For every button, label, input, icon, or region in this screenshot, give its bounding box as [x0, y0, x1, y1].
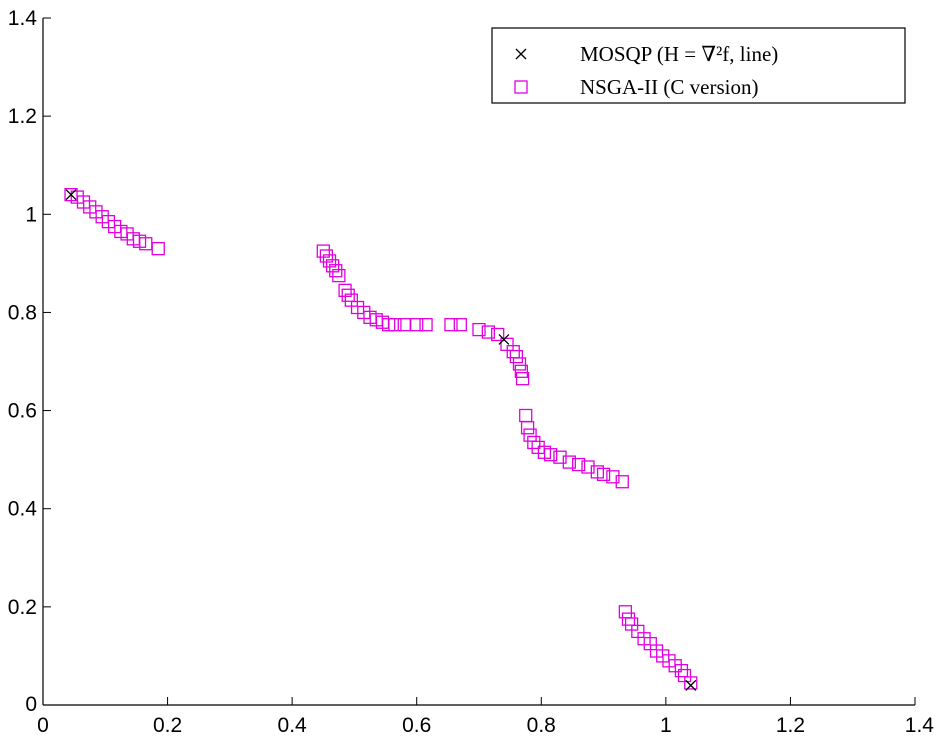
- mosqp-point: [498, 333, 510, 345]
- nsga-point: [520, 421, 535, 435]
- x-marker-stroke: [685, 679, 697, 691]
- x-tick-label: 0.4: [278, 714, 308, 737]
- nsga-point: [512, 357, 527, 371]
- nsga-point: [332, 268, 346, 283]
- nsga-point: [596, 467, 611, 482]
- legend-marker-mosqp: [515, 48, 527, 60]
- mosqp-point: [65, 189, 77, 201]
- legend: MOSQP (H = ∇²f, line) NSGA-II (C version…: [491, 27, 906, 104]
- y-tick-label: 0.4: [8, 498, 38, 521]
- nsga-point: [615, 475, 629, 489]
- legend-box: [491, 27, 906, 104]
- nsga-point: [621, 612, 636, 626]
- axes-layer: 0 0.2 0.4 0.6 0.8 1 1.2 1.4 0 0.2 0.4 0.6 0.8 1 1.2 1.4: [8, 7, 935, 737]
- x-marker-stroke: [65, 189, 77, 201]
- nsga-point: [674, 664, 689, 678]
- nsga-point: [481, 325, 495, 339]
- y-tick-label: 0.6: [8, 400, 37, 423]
- nsga-point: [410, 318, 424, 332]
- nsga-point: [329, 264, 343, 278]
- x-tick-label: 1: [660, 714, 672, 737]
- y-tick-label: 0.2: [8, 596, 37, 619]
- nsga-point: [543, 448, 558, 462]
- legend-square-marker: [514, 80, 528, 94]
- x-marker-stroke: [498, 333, 510, 345]
- nsga-point: [581, 460, 595, 474]
- y-tick-label: 1.4: [8, 7, 38, 30]
- nsga-point: [419, 318, 433, 332]
- x-tick-label: 0: [37, 714, 49, 737]
- nsga-point: [491, 327, 505, 342]
- y-tick-label: 1: [25, 203, 37, 226]
- nsga-point: [527, 435, 541, 450]
- nsga-point: [509, 349, 524, 364]
- nsga-point: [523, 428, 537, 442]
- y-tick-label: 0.8: [8, 301, 37, 324]
- nsga-point: [472, 322, 486, 337]
- mosqp-point: [685, 679, 697, 691]
- y-tick-label: 1.2: [8, 105, 37, 128]
- nsga-point: [151, 241, 165, 256]
- nsga-point: [388, 318, 402, 332]
- legend-label-mosqp: MOSQP (H = ∇²f, line): [580, 42, 778, 66]
- x-tick-label: 1.4: [905, 714, 935, 737]
- x-tick-label: 1.2: [776, 714, 805, 737]
- x-tick-label: 0.6: [402, 714, 431, 737]
- nsga-point: [553, 450, 567, 464]
- nsga-point: [453, 318, 467, 332]
- y-tick-label: 0: [25, 693, 37, 716]
- nsga-point: [514, 364, 529, 378]
- legend-label-nsga: NSGA-II (C version): [580, 75, 758, 99]
- nsga-point: [572, 457, 586, 472]
- x-marker-stroke: [515, 48, 527, 60]
- x-tick-label: 0.2: [153, 714, 182, 737]
- nsga-point: [341, 288, 355, 302]
- legend-marker-nsga: [514, 80, 528, 94]
- nsga-point: [684, 676, 698, 690]
- nsga-point: [562, 455, 576, 469]
- nsga-point: [606, 470, 620, 484]
- nsga-point: [515, 372, 530, 386]
- nsga-point: [444, 318, 458, 332]
- marks-layer: [64, 188, 698, 691]
- legend-x-marker: [515, 48, 527, 60]
- x-tick-label: 0.8: [527, 714, 556, 737]
